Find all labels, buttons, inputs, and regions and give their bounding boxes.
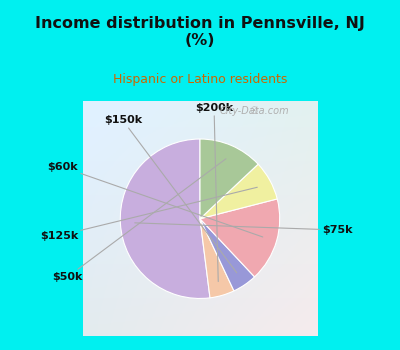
Text: $75k: $75k xyxy=(135,223,352,235)
Wedge shape xyxy=(200,219,234,298)
Text: City-Data.com: City-Data.com xyxy=(220,106,289,116)
Wedge shape xyxy=(200,199,280,277)
Wedge shape xyxy=(120,139,210,299)
Text: Hispanic or Latino residents: Hispanic or Latino residents xyxy=(113,73,287,86)
Text: Income distribution in Pennsville, NJ
(%): Income distribution in Pennsville, NJ (%… xyxy=(35,16,365,48)
Text: $150k: $150k xyxy=(104,115,237,273)
Text: $200k: $200k xyxy=(195,103,233,281)
Wedge shape xyxy=(200,164,277,219)
Wedge shape xyxy=(200,219,254,291)
Text: $60k: $60k xyxy=(48,162,263,237)
Text: $50k: $50k xyxy=(52,159,226,282)
Wedge shape xyxy=(200,139,258,219)
Text: $125k: $125k xyxy=(40,187,257,241)
Text: ☉: ☉ xyxy=(249,106,258,116)
